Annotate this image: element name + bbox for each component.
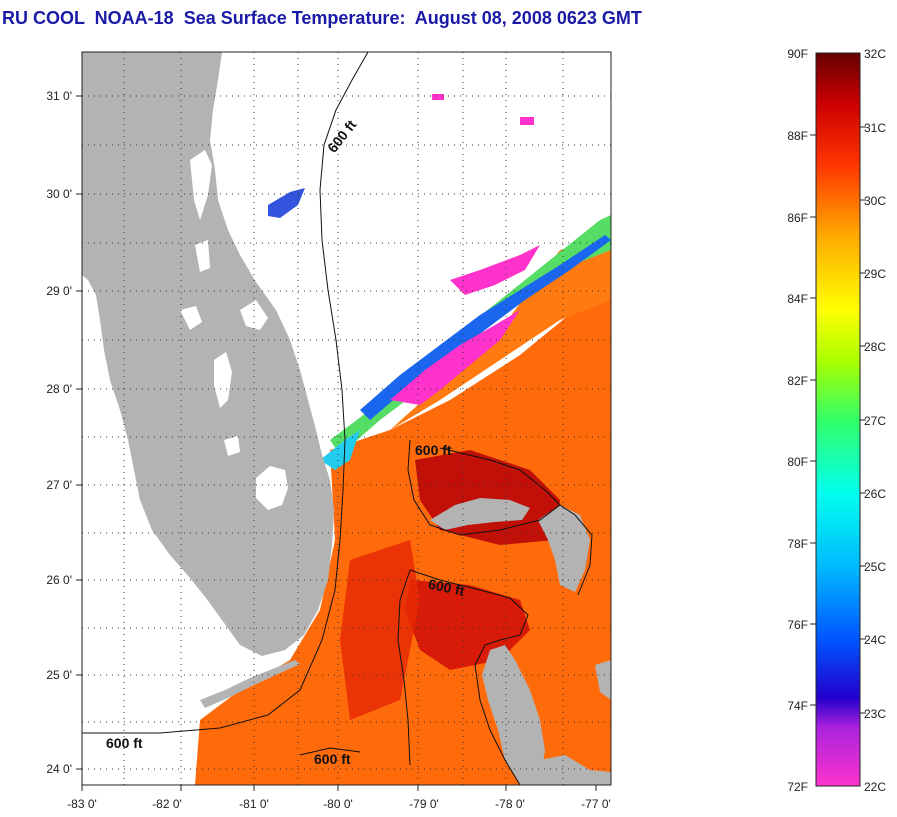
cloud-over-land-5 xyxy=(224,436,240,456)
colorbar: 90F 88F 86F 84F 82F 80F 78F 76F 74F 72F … xyxy=(787,47,886,794)
isobath-600ft-south xyxy=(299,747,361,756)
x-tick-label: -82 0' xyxy=(152,797,182,811)
y-tick-label: 27 0' xyxy=(46,478,72,492)
sst-cold-spot-small-2 xyxy=(432,94,444,100)
colorbar-f-label: 74F xyxy=(787,699,808,713)
y-tick-label: 26 0' xyxy=(46,573,72,587)
colorbar-c-label: 24C xyxy=(864,633,886,647)
contour-label: 600 ft xyxy=(106,735,143,751)
map-area xyxy=(82,52,611,785)
colorbar-c-label: 31C xyxy=(864,121,886,135)
x-axis: -83 0' -82 0' -81 0' -80 0' -79 0' -78 0… xyxy=(67,785,611,811)
land-andros xyxy=(482,645,545,785)
isobath-600ft-tongue xyxy=(409,569,529,785)
y-tick-label: 28 0' xyxy=(46,382,72,396)
x-tick-label: -77 0' xyxy=(581,797,611,811)
colorbar-f-label: 88F xyxy=(787,129,808,143)
colorbar-ticks xyxy=(810,126,866,714)
land-abaco xyxy=(538,505,590,592)
y-tick-label: 29 0' xyxy=(46,284,72,298)
colorbar-c-label: 29C xyxy=(864,267,886,281)
colorbar-f-label: 78F xyxy=(787,537,808,551)
colorbar-f-label: 86F xyxy=(787,211,808,225)
isobath-600ft-andros xyxy=(397,569,411,766)
colorbar-c-label: 30C xyxy=(864,194,886,208)
colorbar-f-label: 80F xyxy=(787,455,808,469)
colorbar-f-label: 90F xyxy=(787,47,808,61)
colorbar-c-label: 23C xyxy=(864,707,886,721)
x-tick-label: -79 0' xyxy=(409,797,439,811)
colorbar-f-label: 82F xyxy=(787,374,808,388)
map-frame xyxy=(81,51,612,786)
sst-cold-spot-small xyxy=(520,117,534,125)
colorbar-c-label: 25C xyxy=(864,560,886,574)
y-tick-label: 31 0' xyxy=(46,89,72,103)
sst-front-pink-2 xyxy=(450,245,540,295)
x-tick-label: -83 0' xyxy=(67,797,97,811)
colorbar-c-label: 32C xyxy=(864,47,886,61)
y-axis: 31 0' 30 0' 29 0' 28 0' 27 0' 26 0' 25 0… xyxy=(46,89,82,776)
x-tick-label: -78 0' xyxy=(495,797,525,811)
isobath-600ft-ne-arc xyxy=(439,447,561,506)
land-cuba-edge xyxy=(540,755,611,785)
colorbar-c-label: 26C xyxy=(864,487,886,501)
cloud-over-land-2 xyxy=(214,352,232,408)
land-bahamas-east xyxy=(595,660,611,700)
land-grand-bahama xyxy=(430,498,530,530)
page-title: RU COOL NOAA-18 Sea Surface Temperature:… xyxy=(2,8,642,28)
colorbar-f-label: 76F xyxy=(787,618,808,632)
contour-label: 600 ft xyxy=(427,576,466,599)
colorbar-gradient xyxy=(815,52,861,787)
cloud-over-land-6 xyxy=(195,240,210,272)
isobath-600ft-grand-bahama xyxy=(407,439,593,596)
cloud-over-land-4 xyxy=(180,306,202,330)
graticule xyxy=(82,52,611,785)
cloud-over-land-3 xyxy=(240,300,268,330)
sst-front-pink xyxy=(390,310,520,405)
y-tick-label: 24 0' xyxy=(46,762,72,776)
contour-label: 600 ft xyxy=(314,751,351,767)
x-tick-label: -81 0' xyxy=(239,797,269,811)
contour-label: 600 ft xyxy=(415,442,452,458)
y-tick-label: 30 0' xyxy=(46,187,72,201)
isobath-600ft-florida xyxy=(82,52,369,734)
y-tick-label: 25 0' xyxy=(46,668,72,682)
cloud-over-land xyxy=(190,150,212,220)
x-tick-label: -80 0' xyxy=(323,797,353,811)
colorbar-c-label: 27C xyxy=(864,414,886,428)
colorbar-f-label: 72F xyxy=(787,780,808,794)
colorbar-c-label: 28C xyxy=(864,340,886,354)
colorbar-c-label: 22C xyxy=(864,780,886,794)
land-florida-keys xyxy=(200,660,300,708)
colorbar-f-label: 84F xyxy=(787,292,808,306)
lake-okeechobee xyxy=(256,466,288,510)
sst-cold-spot-north xyxy=(268,188,305,218)
sst-front-cyan xyxy=(320,430,360,470)
